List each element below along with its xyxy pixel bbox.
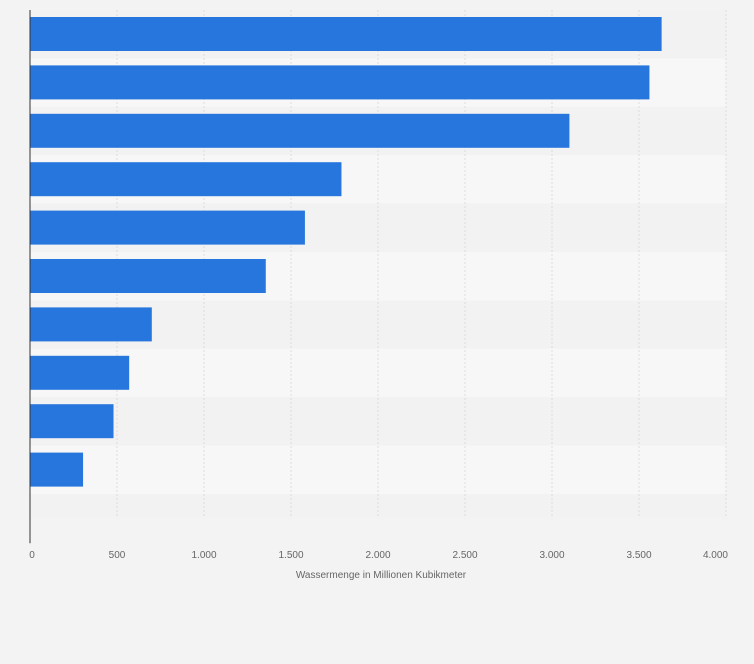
x-axis-title: Wassermenge in Millionen Kubikmeter (296, 570, 467, 581)
bar (30, 113, 570, 148)
bar (30, 259, 266, 293)
bars (30, 17, 662, 487)
x-tick-label: 3.000 (539, 550, 564, 561)
x-tick-labels: 0 500 1.000 1.500 2.000 2.500 3.000 3.500 4.000 (29, 550, 728, 561)
bar (30, 162, 342, 197)
x-tick-label: 500 (109, 550, 126, 561)
bar (30, 355, 130, 390)
x-tick-label: 2.000 (365, 550, 390, 561)
row-band (30, 397, 726, 446)
bar (30, 404, 114, 439)
bar (30, 17, 662, 51)
bar (30, 210, 305, 245)
x-tick-label: 2.500 (452, 550, 477, 561)
x-tick-label: 1.500 (278, 550, 303, 561)
bar (30, 452, 84, 487)
x-tick-label: 1.000 (191, 550, 216, 561)
row-band (30, 445, 726, 494)
x-tick-label: 0 (29, 550, 35, 561)
x-tick-label: 4.000 (703, 550, 728, 561)
bar (30, 65, 650, 100)
bar (30, 307, 152, 342)
row-band (30, 348, 726, 398)
x-tick-label: 3.500 (626, 550, 651, 561)
